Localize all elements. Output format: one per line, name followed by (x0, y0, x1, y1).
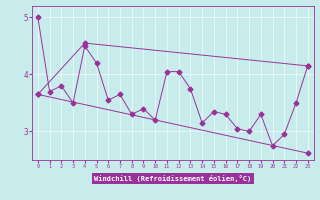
X-axis label: Windchill (Refroidissement éolien,°C): Windchill (Refroidissement éolien,°C) (94, 175, 252, 182)
